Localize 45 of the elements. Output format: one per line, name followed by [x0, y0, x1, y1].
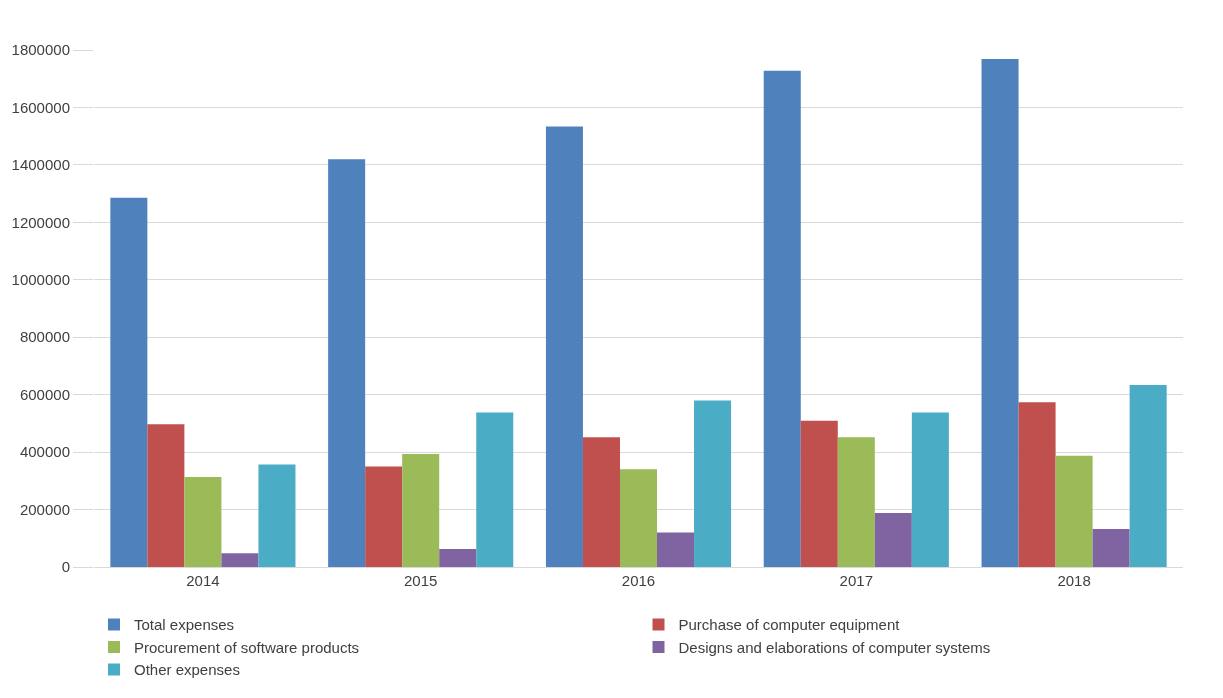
bar [439, 548, 477, 567]
bar [1129, 384, 1167, 567]
y-tick-label: 1600000 [11, 98, 70, 116]
bar [258, 464, 296, 567]
legend-label: Designs and elaborations of computer systems [678, 638, 991, 656]
bar [763, 70, 801, 567]
bar [1018, 402, 1056, 567]
bar [874, 513, 912, 567]
y-tick-label: 600000 [19, 385, 70, 403]
x-tick-label: 2015 [404, 572, 438, 589]
bar [657, 532, 695, 567]
bar [476, 412, 514, 567]
y-tick-label: 400000 [19, 443, 70, 461]
y-tick-label: 1400000 [11, 156, 70, 174]
y-tick-label: 1800000 [11, 41, 70, 59]
bar [1092, 529, 1130, 567]
bar [800, 420, 838, 567]
x-tick-label: 2018 [1057, 572, 1091, 589]
bar [837, 437, 875, 567]
bar [328, 159, 366, 567]
bar [911, 412, 949, 567]
bar [545, 126, 583, 567]
bar [402, 454, 440, 567]
bar [694, 400, 732, 567]
legend-label: Procurement of software products [134, 638, 360, 656]
legend-label: Total expenses [134, 616, 235, 634]
bar [184, 477, 222, 567]
x-tick-label: 2014 [186, 572, 220, 589]
bar [221, 553, 259, 567]
y-tick-label: 1200000 [11, 213, 70, 231]
legend-label: Other expenses [134, 661, 240, 679]
bar [110, 197, 148, 567]
y-tick-label: 800000 [19, 328, 70, 346]
y-tick-label: 200000 [19, 500, 70, 518]
y-tick-label: 1000000 [11, 271, 70, 289]
x-tick-label: 2016 [621, 572, 656, 589]
legend-label: Purchase of computer equipment [678, 616, 901, 634]
y-tick-label: 0 [61, 558, 70, 576]
x-tick-label: 2017 [839, 572, 873, 589]
bar [582, 437, 620, 567]
bar [981, 58, 1019, 567]
bar [147, 424, 185, 567]
bar [1055, 455, 1093, 567]
bar [619, 469, 658, 567]
bar [365, 466, 403, 567]
